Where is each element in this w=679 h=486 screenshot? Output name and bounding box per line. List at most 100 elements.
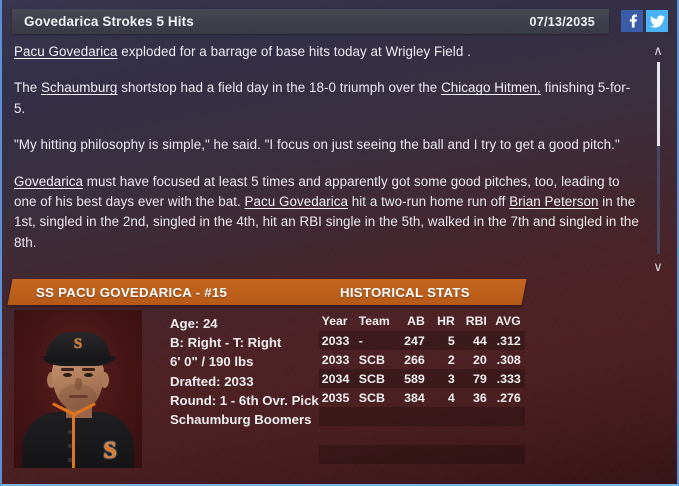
article-date: 07/13/2035 <box>529 14 595 29</box>
portrait-mouth <box>69 395 88 398</box>
article-link[interactable]: Brian Peterson <box>509 194 599 210</box>
player-card: S S Age: 24 B: Right - T: Right 6' 0" / 19… <box>14 310 534 475</box>
cap-team-logo-icon: S <box>73 336 83 352</box>
article-text: shortstop had a field day in the 18-0 tr… <box>117 80 442 96</box>
stats-cell-rbi <box>457 445 489 464</box>
facebook-share-icon[interactable] <box>621 10 643 32</box>
stats-cell-year: 2033 <box>321 333 350 348</box>
portrait-cap <box>46 332 110 362</box>
stats-table-row: 2034 SCB 589 3 79 .333 <box>318 369 525 388</box>
player-banner-name: SS PACU GOVEDARICA - #15 <box>36 284 228 300</box>
stats-cell-avg: .312 <box>496 333 521 348</box>
player-info-list: Age: 24 B: Right - T: Right 6' 0" / 190 lb… <box>142 310 319 475</box>
stats-cell-hr <box>427 426 457 445</box>
stats-table-row <box>319 426 525 445</box>
stats-cell-team: SCB <box>358 352 385 367</box>
player-info-row: Schaumburg Boomers <box>170 412 312 428</box>
stats-cell-rbi <box>457 464 489 483</box>
twitter-share-icon[interactable] <box>646 10 668 32</box>
stats-header-row: Year Team AB HR RBI AVG <box>319 313 525 331</box>
stats-cell-avg <box>489 426 525 445</box>
stats-cell-year: 2034 <box>321 371 350 386</box>
stats-table-row <box>318 445 525 464</box>
stats-cell-rbi <box>457 407 489 426</box>
stats-cell-hr: 2 <box>447 352 455 367</box>
page-title: Govedarica Strokes 5 Hits <box>24 14 194 29</box>
article-text: exploded for a barrage of base hits toda… <box>117 44 471 59</box>
portrait-eye-right <box>84 373 93 377</box>
article-text: finishing 5-for-5. <box>14 80 631 116</box>
stats-cell-rbi: 36 <box>472 390 487 405</box>
stats-cell-hr: 5 <box>447 333 455 348</box>
stats-cell-avg: .333 <box>496 371 521 386</box>
stats-cell-ab: 589 <box>404 371 425 386</box>
scrollbar-track[interactable] <box>656 62 660 254</box>
historical-stats-panel: Year Team AB HR RBI AVG 2033-247 5 44.312 2… <box>318 310 534 475</box>
stats-cell-ab <box>390 445 427 464</box>
stats-cell-hr: 3 <box>447 371 455 386</box>
article-link[interactable]: Pacu Govedarica <box>244 194 348 210</box>
stats-cell-avg <box>489 445 525 464</box>
portrait-button-1 <box>68 430 72 434</box>
portrait-button-2 <box>68 444 72 448</box>
portrait-brow-left <box>61 368 74 371</box>
stats-cell-avg <box>489 407 525 426</box>
scroll-up-icon[interactable]: ∧ <box>653 42 663 58</box>
article-text: in the 1st, singled in the 2nd, singled … <box>14 194 639 250</box>
player-banner-inner: SS PACU GOVEDARICA - #15 HISTORICAL STAT… <box>10 279 524 305</box>
scroll-down-icon[interactable]: ∨ <box>653 258 663 274</box>
stats-cell-rbi <box>457 426 489 445</box>
stats-cell-year <box>319 426 357 445</box>
stats-cell-team <box>357 426 390 445</box>
portrait-nose <box>75 378 82 390</box>
stats-cell-team <box>357 407 390 426</box>
portrait-brow-right <box>82 368 95 371</box>
stats-cell-team: SCB <box>358 371 385 386</box>
stats-cell-avg: .308 <box>496 352 521 367</box>
player-info-row: 6' 0" / 190 lbs <box>170 354 254 370</box>
player-banner-stats-heading: HISTORICAL STATS <box>340 284 470 300</box>
article-link[interactable]: Chicago Hitmen, <box>441 80 541 96</box>
portrait-ear-left <box>47 372 56 388</box>
stats-cell-year <box>319 445 357 464</box>
portrait-jersey <box>22 412 134 468</box>
article-text: must have focused at least 5 times and a… <box>14 173 620 210</box>
article-text: hit a two-run home run off <box>348 194 510 210</box>
player-portrait: S S <box>14 310 142 468</box>
col-header-year: Year <box>321 314 348 328</box>
player-info-row: Drafted: 2033 <box>170 373 254 389</box>
stats-cell-ab <box>390 407 427 426</box>
article-text: "My hitting philosophy is simple," he sa… <box>14 137 620 153</box>
article-link[interactable]: Schaumburg <box>41 80 118 96</box>
player-info-row: Age: 24 <box>170 316 218 331</box>
stats-cell-ab: 247 <box>404 333 425 348</box>
stats-cell-team: SCB <box>358 390 385 405</box>
portrait-eye-left <box>63 373 72 377</box>
stats-cell-rbi: 20 <box>472 352 487 367</box>
stats-cell-rbi: 79 <box>472 371 487 386</box>
scrollbar-thumb[interactable] <box>656 62 660 147</box>
stats-table-body: 2033- 247 5 44 .312 2033 SCB 266 2 20 .308 2034 SCB 5… <box>318 331 525 483</box>
stats-cell-year <box>319 464 357 483</box>
jersey-team-logo-icon: S <box>103 438 117 464</box>
article-paragraph: The Schaumburg shortstop had a field day… <box>14 78 639 119</box>
article-body: Pacu Govedarica exploded for a barrage o… <box>14 42 639 270</box>
stats-cell-team <box>357 445 390 464</box>
stats-cell-year: 2033 <box>321 352 350 367</box>
col-header-team: Team <box>358 314 390 328</box>
stats-cell-hr: 4 <box>447 390 455 405</box>
article-link[interactable]: Pacu Govedarica <box>14 44 118 59</box>
article-paragraph: Pacu Govedarica exploded for a barrage o… <box>14 42 639 62</box>
stats-cell-avg <box>489 464 525 483</box>
stats-table-row <box>319 464 525 483</box>
stats-table-row: 2033- 247 5 44 .312 <box>318 331 525 350</box>
portrait-button-3 <box>68 458 72 462</box>
stats-cell-team <box>357 464 390 483</box>
article-link[interactable]: Govedarica <box>14 173 83 189</box>
article-scrollbar[interactable]: ∧ ∨ <box>647 42 669 274</box>
stats-cell-ab <box>390 426 427 445</box>
stats-table-row: 2035 SCB 384 4 36 .276 <box>319 388 525 407</box>
article-paragraph: Govedarica must have focused at least 5 … <box>14 172 639 254</box>
player-info-row: Round: 1 - 6th Ovr. Pick <box>170 392 319 408</box>
